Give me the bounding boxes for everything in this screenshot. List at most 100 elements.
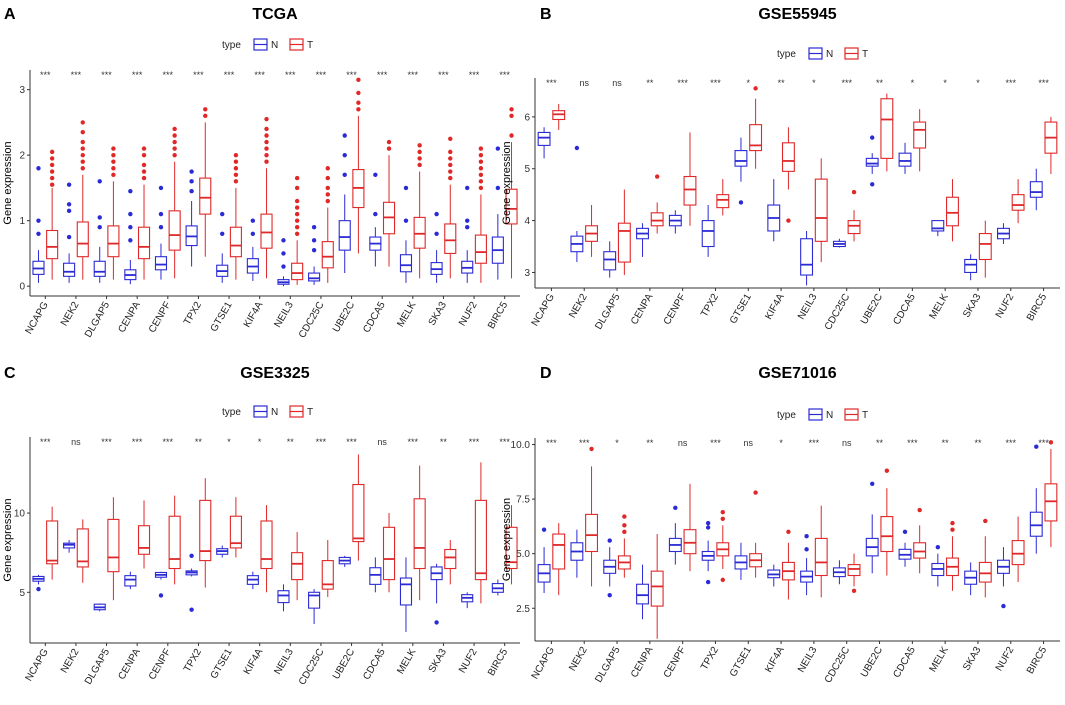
significance-label: **	[646, 78, 654, 88]
outlier-point	[607, 538, 612, 543]
outlier-point	[386, 139, 392, 145]
box-iqr	[474, 499, 487, 581]
outlier-point	[66, 202, 72, 207]
legend: type N T	[222, 38, 313, 51]
box-iqr	[137, 525, 151, 555]
x-tick-label: MELK	[928, 645, 951, 674]
outlier-point	[141, 169, 147, 174]
box-t-dlgap5	[617, 514, 631, 578]
x-tick-label: SKA3	[427, 300, 450, 328]
outlier-point	[325, 175, 330, 181]
box-t-cdc25c	[847, 189, 861, 242]
box-iqr	[898, 152, 912, 167]
box-t-cenpf	[168, 126, 181, 279]
outlier-point	[417, 143, 422, 148]
outlier-point	[448, 175, 453, 181]
x-tick-label: NEIL3	[796, 292, 820, 322]
x-tick-label: NEK2	[59, 300, 82, 329]
outlier-point	[654, 174, 660, 179]
box-t-tpx2	[716, 510, 730, 583]
significance-label: ***	[1006, 78, 1017, 88]
outlier-point	[373, 211, 378, 217]
box-iqr	[46, 229, 59, 260]
outlier-point	[495, 185, 501, 191]
significance-label: ***	[163, 437, 174, 447]
box-t-cdc25c	[847, 553, 861, 593]
outlier-point	[189, 553, 194, 559]
outlier-point	[870, 182, 875, 187]
outlier-point	[356, 90, 361, 96]
outlier-point	[111, 172, 116, 178]
significance-label: ns	[71, 437, 81, 447]
x-tick-label: GTSE1	[728, 292, 754, 326]
outlier-point	[111, 146, 116, 151]
box-t-cdc25c	[321, 540, 334, 598]
box-iqr	[308, 272, 321, 282]
x-tick-label: CDC25C	[297, 300, 327, 340]
box-iqr	[931, 220, 945, 232]
outlier-point	[311, 238, 317, 243]
x-tick-label: CENPF	[662, 292, 688, 327]
box-iqr	[76, 221, 89, 258]
outlier-point	[189, 607, 194, 612]
x-tick-label: TPX2	[699, 645, 721, 673]
box-iqr	[124, 575, 137, 587]
legend: type N T	[777, 47, 868, 60]
box-iqr	[505, 526, 518, 570]
box-n-cenpf	[668, 505, 682, 565]
significance-label: ***	[841, 78, 852, 88]
panel-b: B GSE55945 type N T 3 4 5 6 Gene expression NCAPG *…	[501, 6, 1060, 332]
outlier-point	[935, 544, 941, 550]
x-tick-label: CENPF	[147, 300, 173, 335]
x-tick-label: MELK	[395, 647, 418, 676]
outlier-point	[1034, 444, 1039, 449]
outlier-point	[622, 514, 627, 519]
outlier-point	[233, 172, 239, 178]
box-iqr	[814, 537, 828, 577]
box-iqr	[413, 498, 426, 570]
panel-letter: C	[4, 365, 16, 382]
outlier-point	[49, 169, 55, 174]
outlier-point	[342, 172, 347, 178]
box-iqr	[338, 220, 351, 251]
box-n-nek2	[570, 145, 584, 263]
box-iqr	[978, 233, 992, 261]
significance-label: ns	[842, 438, 852, 448]
box-n-gtse1	[216, 545, 229, 558]
box-n-cenpa	[636, 223, 649, 257]
outlier-point	[325, 198, 330, 204]
x-tick-label: NEIL3	[796, 645, 820, 675]
outlier-point	[80, 130, 85, 135]
box-t-melk	[413, 465, 426, 601]
y-axis-title: Gene expression	[2, 498, 14, 581]
box-n-melk	[931, 220, 945, 237]
outlier-point	[705, 520, 711, 526]
outlier-point	[97, 215, 102, 220]
x-tick-label: NCAPG	[530, 292, 557, 328]
box-n-nek2	[63, 540, 76, 553]
outlier-point	[264, 139, 269, 145]
outlier-point	[158, 185, 164, 191]
x-tick-label: NEK2	[567, 292, 590, 321]
outlier-point	[294, 211, 300, 217]
outlier-point	[478, 185, 484, 191]
legend: type N T	[222, 405, 313, 418]
significance-label: ***	[101, 437, 112, 447]
outlier-point	[281, 238, 286, 243]
significance-label: **	[942, 438, 950, 448]
outlier-point	[128, 238, 133, 243]
outlier-point	[281, 264, 286, 269]
outlier-point	[870, 135, 875, 140]
box-t-cenpf	[683, 132, 697, 226]
x-tick-label: CENPA	[629, 292, 656, 327]
significance-label: **	[876, 438, 884, 448]
outlier-point	[917, 507, 922, 513]
box-iqr	[229, 515, 242, 549]
x-tick-label: TPX2	[182, 647, 204, 675]
box-n-cdc25c	[832, 238, 846, 248]
significance-label: ***	[40, 437, 51, 447]
x-tick-label: CENPA	[116, 300, 143, 335]
box-iqr	[474, 234, 487, 264]
outlier-point	[80, 159, 85, 164]
outlier-point	[325, 166, 330, 171]
